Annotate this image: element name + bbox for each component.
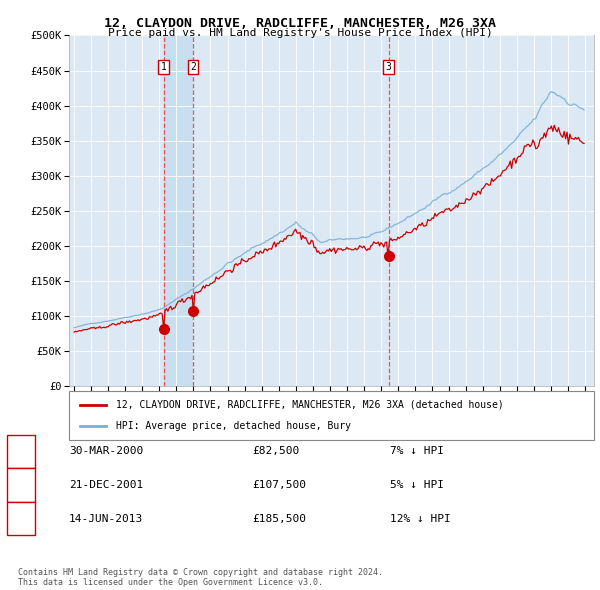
Text: 3: 3 bbox=[386, 62, 392, 72]
Text: Price paid vs. HM Land Registry's House Price Index (HPI): Price paid vs. HM Land Registry's House … bbox=[107, 28, 493, 38]
Text: 2: 2 bbox=[17, 480, 25, 490]
Text: 12, CLAYDON DRIVE, RADCLIFFE, MANCHESTER, M26 3XA: 12, CLAYDON DRIVE, RADCLIFFE, MANCHESTER… bbox=[104, 17, 496, 30]
Text: Contains HM Land Registry data © Crown copyright and database right 2024.
This d: Contains HM Land Registry data © Crown c… bbox=[18, 568, 383, 587]
Text: 12% ↓ HPI: 12% ↓ HPI bbox=[390, 514, 451, 523]
Bar bbox=[164, 35, 193, 386]
Text: £185,500: £185,500 bbox=[252, 514, 306, 523]
Text: 12, CLAYDON DRIVE, RADCLIFFE, MANCHESTER, M26 3XA (detached house): 12, CLAYDON DRIVE, RADCLIFFE, MANCHESTER… bbox=[116, 399, 504, 409]
Text: 1: 1 bbox=[17, 447, 25, 456]
Text: £82,500: £82,500 bbox=[252, 447, 299, 456]
Text: 30-MAR-2000: 30-MAR-2000 bbox=[69, 447, 143, 456]
Text: 2: 2 bbox=[190, 62, 196, 72]
Text: £107,500: £107,500 bbox=[252, 480, 306, 490]
Text: 21-DEC-2001: 21-DEC-2001 bbox=[69, 480, 143, 490]
Text: 3: 3 bbox=[17, 514, 25, 523]
Text: 7% ↓ HPI: 7% ↓ HPI bbox=[390, 447, 444, 456]
Text: 5% ↓ HPI: 5% ↓ HPI bbox=[390, 480, 444, 490]
Text: 14-JUN-2013: 14-JUN-2013 bbox=[69, 514, 143, 523]
Text: 1: 1 bbox=[161, 62, 167, 72]
FancyBboxPatch shape bbox=[69, 391, 594, 440]
Text: HPI: Average price, detached house, Bury: HPI: Average price, detached house, Bury bbox=[116, 421, 351, 431]
